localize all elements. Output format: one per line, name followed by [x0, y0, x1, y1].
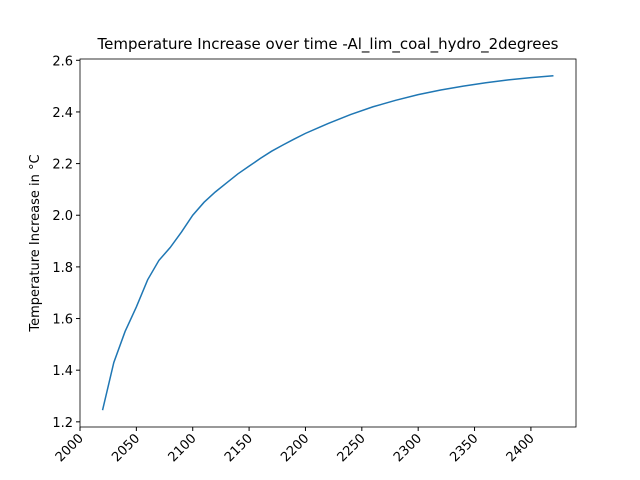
plot-frame [79, 58, 577, 428]
x-tick-label: 2400 [504, 431, 538, 465]
x-tick-label: 2200 [278, 431, 312, 465]
x-tick-label: 2350 [447, 431, 481, 465]
y-tick-label: 1.8 [52, 261, 73, 276]
x-tick-label: 2000 [53, 431, 87, 465]
x-tick-label: 2050 [109, 431, 143, 465]
x-tick-label: 2150 [222, 431, 256, 465]
y-tick-label: 1.4 [52, 364, 73, 379]
chart-title: Temperature Increase over time -Al_lim_c… [97, 35, 559, 54]
y-axis-label: Temperature Increase in °C [28, 154, 43, 332]
x-tick-label: 2250 [335, 431, 369, 465]
y-tick-label: 2.6 [52, 54, 73, 69]
x-tick-label: 2300 [391, 431, 425, 465]
y-tick-label: 2.4 [52, 106, 73, 121]
y-tick-label: 2.2 [52, 158, 73, 173]
y-tick-label: 1.6 [52, 313, 73, 328]
line [101, 75, 554, 411]
x-tick-label: 2100 [166, 431, 200, 465]
y-tick-label: 1.2 [52, 416, 73, 431]
y-tick-label: 2.0 [52, 209, 73, 224]
